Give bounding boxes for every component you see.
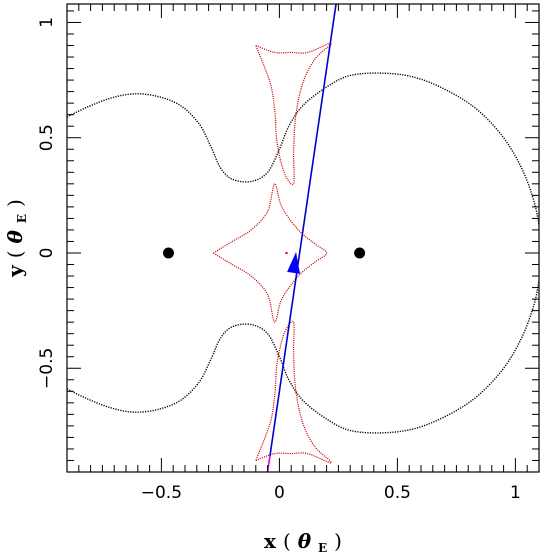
caustic-central — [212, 183, 328, 323]
critical-curve-lower — [67, 280, 539, 434]
y-tick-label: 0.5 — [37, 124, 57, 151]
x-tick-label: 0.5 — [384, 483, 411, 503]
marks-layer — [162, 4, 366, 472]
y-axis-unit: θ — [3, 229, 27, 243]
ticks-layer — [66, 4, 540, 473]
x-axis-unit-sub: E — [318, 541, 327, 555]
trajectory-arrow — [287, 251, 301, 274]
y-axis-label: y — [3, 264, 27, 278]
x-tick-label: 1 — [510, 483, 521, 503]
x-tick-label: −0.5 — [141, 483, 182, 503]
y-tick-label: 0 — [37, 248, 57, 259]
x-axis-title: x ( θ E ) — [264, 529, 342, 555]
caustic-lower — [255, 320, 332, 464]
trajectory-segment-0 — [269, 4, 337, 456]
x-tick-label: 0 — [274, 483, 285, 503]
y-axis-unit-sub: E — [15, 214, 29, 223]
x-axis-label: x — [264, 529, 277, 553]
lens-1 — [162, 247, 174, 259]
y-tick-label: 1 — [37, 17, 57, 28]
x-axis-unit: θ — [298, 529, 312, 553]
y-tick-label: −0.5 — [37, 348, 57, 389]
y-axis-title: y ( θ E ) — [3, 199, 31, 278]
caustic-upper — [255, 42, 332, 186]
plot-frame — [66, 3, 540, 473]
source-point — [285, 251, 288, 254]
lens-2 — [354, 247, 366, 259]
tick-labels-layer: −0.5 0 0.5 1 −0.5 0 0.5 1 — [37, 17, 521, 503]
critical-curve-upper — [67, 72, 539, 226]
curves-layer — [67, 42, 539, 464]
